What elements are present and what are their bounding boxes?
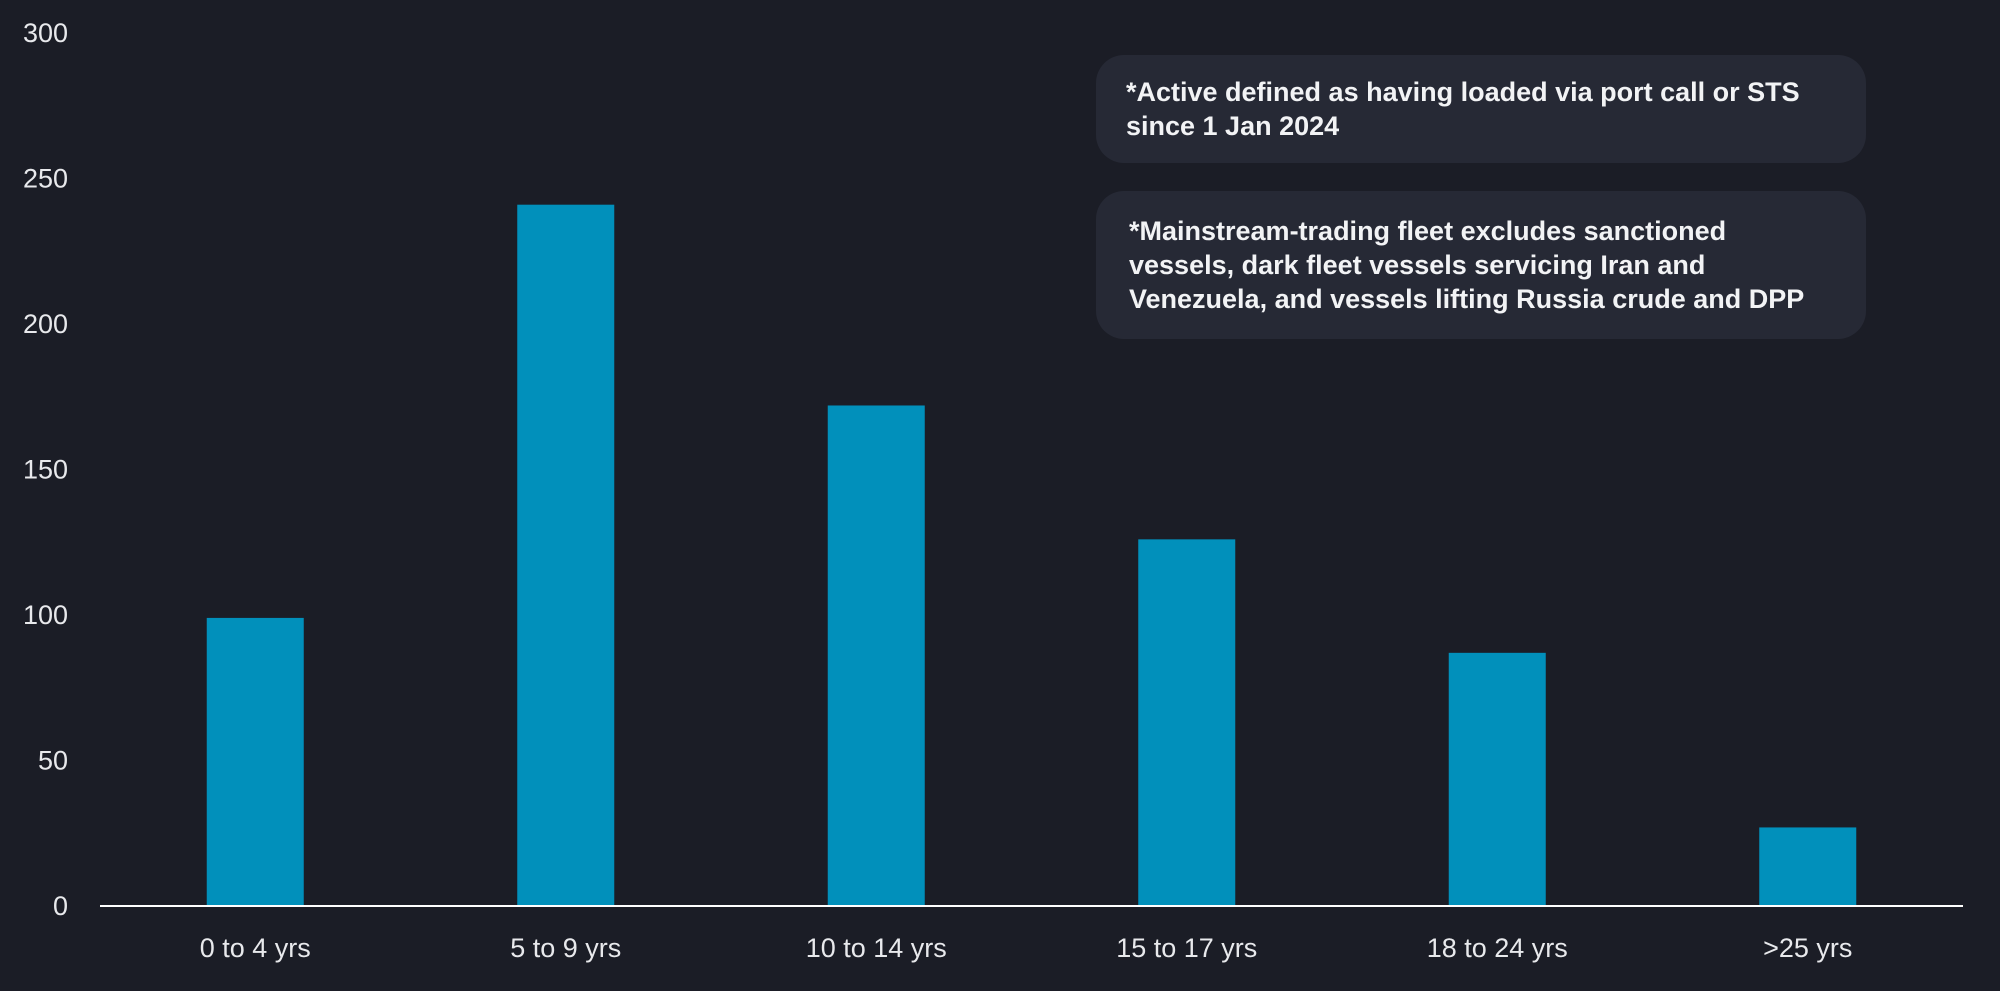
x-axis-ticks: 0 to 4 yrs 5 to 9 yrs 10 to 14 yrs 15 to 17… [200, 933, 1853, 963]
x-tick-label: 0 to 4 yrs [200, 933, 311, 963]
y-tick-label: 150 [23, 455, 68, 485]
y-tick-label: 250 [23, 164, 68, 194]
x-tick-label: 5 to 9 yrs [510, 933, 621, 963]
active-definition-note: *Active defined as having loaded via por… [1096, 55, 1866, 163]
bar-2 [827, 405, 925, 906]
active-definition-text: *Active defined as having loaded via por… [1126, 77, 1800, 141]
x-tick-label: 10 to 14 yrs [806, 933, 947, 963]
bars [206, 204, 1857, 906]
x-tick-label: >25 yrs [1763, 933, 1852, 963]
x-tick-label: 18 to 24 yrs [1427, 933, 1568, 963]
bar-0 [206, 617, 304, 906]
fleet-definition-text: *Mainstream-trading fleet excludes sanct… [1129, 216, 1805, 314]
bar-1 [517, 204, 615, 906]
y-axis-ticks: 0 50 100 150 200 250 300 [23, 18, 68, 921]
y-tick-label: 50 [38, 746, 68, 776]
y-tick-label: 300 [23, 18, 68, 48]
bar-3 [1138, 539, 1236, 906]
y-tick-label: 200 [23, 309, 68, 339]
y-tick-label: 0 [53, 891, 68, 921]
x-tick-label: 15 to 17 yrs [1116, 933, 1257, 963]
bar-5 [1759, 827, 1857, 906]
bar-4 [1448, 652, 1546, 906]
fleet-definition-note: *Mainstream-trading fleet excludes sanct… [1096, 191, 1866, 339]
y-tick-label: 100 [23, 600, 68, 630]
